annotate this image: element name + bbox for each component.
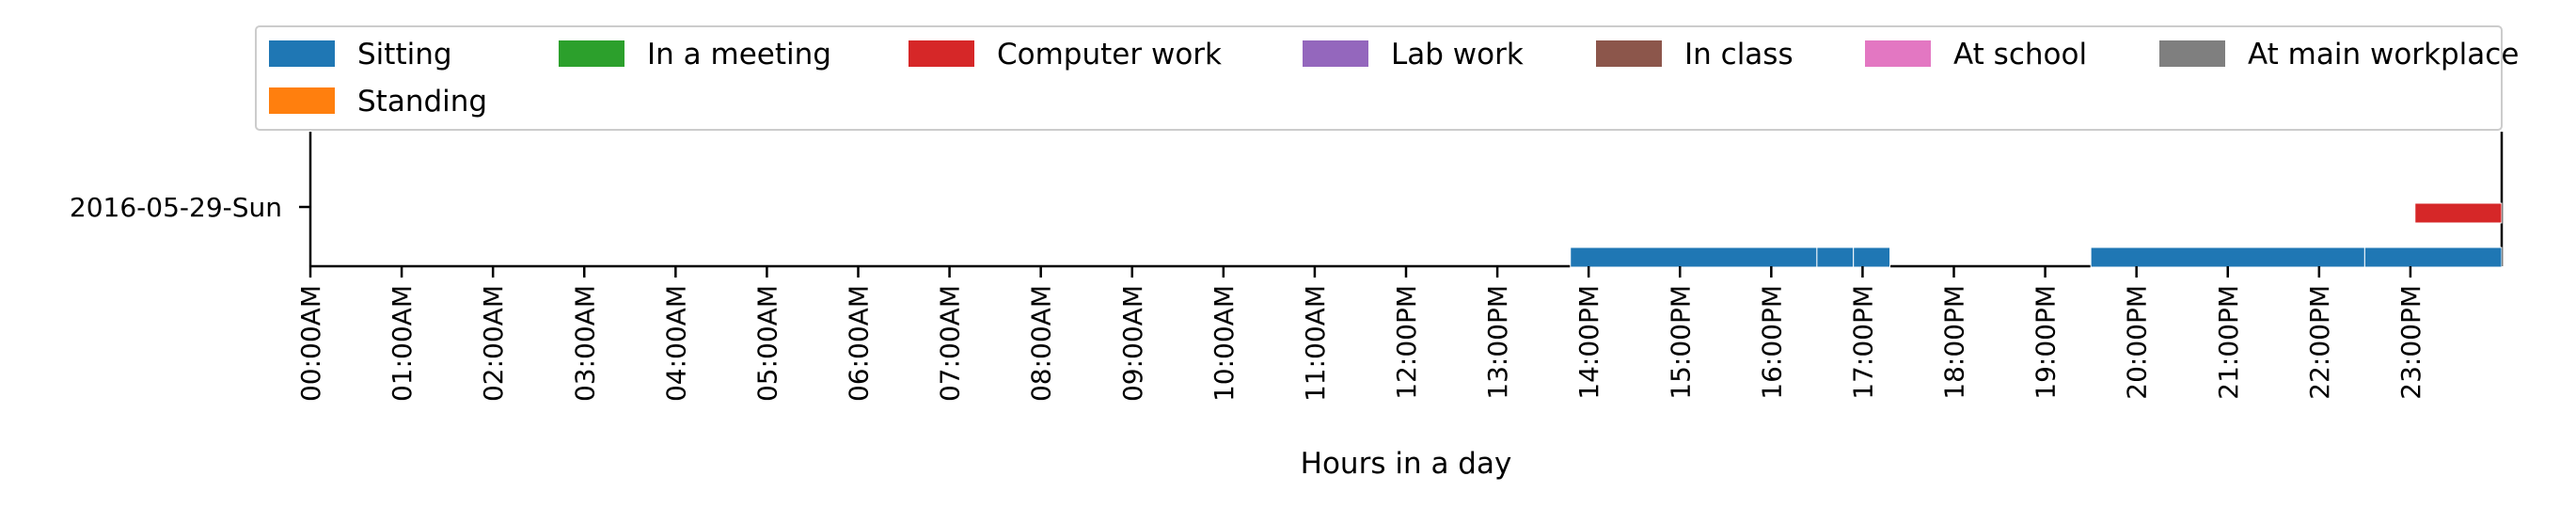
legend-label-in-a-meeting: In a meeting	[647, 38, 831, 71]
x-tick-label: 10:00AM	[1209, 285, 1240, 402]
bar-sitting-2	[1853, 246, 1891, 268]
x-tick-label: 01:00AM	[387, 285, 418, 402]
legend-swatch-computer-work	[909, 40, 974, 67]
legend-label-standing: Standing	[357, 85, 487, 119]
x-ticks: 00:00AM 01:00AM 02:00AM 03:00AM 04:00AM 05:00…	[295, 266, 2426, 402]
legend-label-at-main-workplace: At main workplace	[2248, 38, 2519, 71]
legend-swatch-at-main-workplace	[2159, 40, 2225, 67]
x-tick-label: 09:00AM	[1117, 285, 1148, 402]
legend-swatch-in-class	[1596, 40, 1662, 67]
x-tick-label: 04:00AM	[660, 285, 691, 402]
legend: Sitting In a meeting Computer work Lab work…	[255, 25, 2519, 131]
x-tick-label: 02:00AM	[478, 285, 509, 402]
legend-label-in-class: In class	[1684, 38, 1794, 71]
legend-label-at-school: At school	[1953, 38, 2087, 71]
legend-swatch-in-a-meeting	[559, 40, 624, 67]
legend-label-sitting: Sitting	[357, 38, 452, 71]
x-tick-label: 17:00PM	[1847, 285, 1878, 400]
x-tick-label: 00:00AM	[295, 285, 326, 402]
x-axis-label: Hours in a day	[1301, 447, 1512, 481]
legend-swatch-standing	[269, 87, 335, 114]
bar-sitting-4	[2363, 246, 2503, 268]
legend-label-lab-work: Lab work	[1391, 38, 1524, 71]
x-tick-label: 07:00AM	[935, 285, 966, 402]
y-tick-label: 2016-05-29-Sun	[70, 192, 282, 223]
x-tick-label: 08:00AM	[1026, 285, 1057, 402]
x-tick-label: 05:00AM	[751, 285, 782, 402]
x-tick-label: 03:00AM	[569, 285, 600, 402]
x-tick-label: 15:00PM	[1665, 285, 1696, 400]
x-tick-label: 14:00PM	[1573, 285, 1604, 400]
legend-swatch-lab-work	[1303, 40, 1368, 67]
legend-swatch-at-school	[1865, 40, 1931, 67]
x-tick-label: 13:00PM	[1482, 285, 1513, 400]
bar-computer-work-0	[2414, 202, 2503, 224]
legend-label-computer-work: Computer work	[997, 38, 1222, 71]
x-tick-label: 06:00AM	[844, 285, 875, 402]
x-tick-label: 16:00PM	[1756, 285, 1787, 400]
x-tick-label: 20:00PM	[2122, 285, 2153, 400]
x-tick-label: 21:00PM	[2213, 285, 2244, 400]
timeline-bars	[1570, 202, 2503, 268]
x-tick-label: 19:00PM	[2031, 285, 2062, 400]
legend-frame	[255, 25, 2503, 131]
bar-sitting-0	[1570, 246, 1818, 268]
x-tick-label: 18:00PM	[1939, 285, 1970, 400]
x-tick-label: 23:00PM	[2395, 285, 2426, 400]
x-tick-label: 22:00PM	[2304, 285, 2335, 400]
bar-sitting-3	[2090, 246, 2365, 268]
bar-sitting-1	[1816, 246, 1855, 268]
x-tick-label: 11:00AM	[1300, 285, 1331, 402]
x-tick-label: 12:00PM	[1391, 285, 1422, 400]
legend-swatch-sitting	[269, 40, 335, 67]
